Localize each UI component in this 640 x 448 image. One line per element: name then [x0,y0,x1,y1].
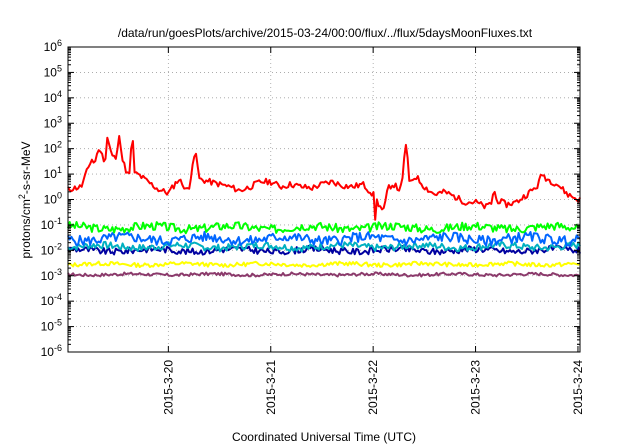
y-tick-label: 101 [44,165,62,181]
series-line [67,271,581,278]
series-line [67,260,581,268]
y-tick-label: 10-5 [41,318,62,334]
y-axis-label: protons/cm2-s-sr-MeV [17,141,33,258]
series-group [67,135,581,278]
y-tick-label: 106 [44,38,62,54]
y-tick-label: 102 [44,140,62,156]
series-line [67,230,581,247]
series-line [67,240,581,253]
x-axis: 2015-3-20 2015-3-21 2015-3-22 2015-3-23 2015… [161,47,585,415]
chart-title: /data/run/goesPlots/archive/2015-03-24/0… [118,26,533,40]
y-tick-label: 104 [44,89,62,105]
y-tick-label: 10-6 [41,343,62,359]
x-tick-label: 2015-3-20 [161,360,175,415]
x-axis-label: Coordinated Universal Time (UTC) [232,430,416,444]
y-tick-label: 10-1 [41,216,62,232]
y-tick-label: 10-4 [41,292,62,308]
x-tick-label: 2015-3-24 [571,360,585,415]
y-tick-label: 100 [44,191,62,207]
x-tick-label: 2015-3-22 [366,360,380,415]
x-tick-label: 2015-3-23 [469,360,483,415]
y-tick-label: 10-3 [41,267,62,283]
y-axis: 10-6 10-5 10-4 10-3 10-2 10-1 100 101 102 103 104 1… [41,38,580,359]
y-tick-label: 105 [44,63,62,79]
series-line [67,135,581,221]
y-tick-label: 103 [44,114,62,130]
series-line [67,221,581,235]
y-tick-label: 10-2 [41,241,62,257]
x-tick-label: 2015-3-21 [264,360,278,415]
